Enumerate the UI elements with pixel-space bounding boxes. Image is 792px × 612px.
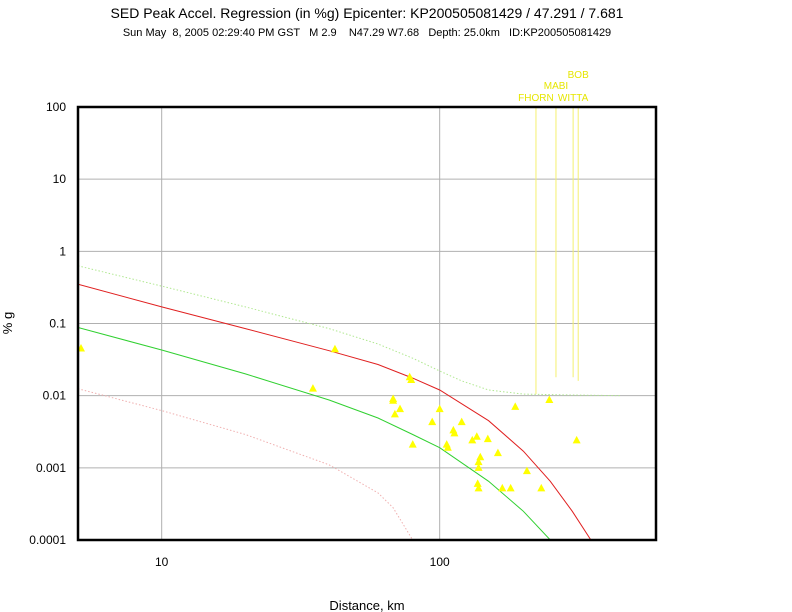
observation-point xyxy=(457,417,466,426)
regression-curves xyxy=(78,265,622,540)
y-tick-labels: 100 10 1 0.1 0.01 0.001 0.0001 xyxy=(29,100,66,547)
regression-line xyxy=(78,388,414,540)
regression-line xyxy=(78,283,592,540)
x-axis-label: Distance, km xyxy=(329,598,404,612)
observation-points xyxy=(77,344,581,492)
grid-lines xyxy=(78,106,656,541)
observation-point xyxy=(407,375,416,383)
y-tick-label: 1 xyxy=(59,244,66,258)
observation-point xyxy=(390,409,399,418)
observation-point xyxy=(545,395,554,404)
observation-point xyxy=(408,440,417,448)
observation-point xyxy=(476,452,485,461)
observation-point xyxy=(472,432,481,440)
observation-point xyxy=(474,483,483,492)
observation-point xyxy=(493,448,502,457)
y-axis-label: % g xyxy=(0,312,15,334)
observation-point xyxy=(330,344,339,353)
observation-point xyxy=(474,457,483,466)
x-tick-label: 100 xyxy=(430,555,450,569)
y-tick-label: 0.01 xyxy=(43,389,67,403)
y-tick-label: 0.001 xyxy=(36,461,66,475)
y-tick-label: 100 xyxy=(46,100,66,114)
x-tick-labels: 10 100 xyxy=(155,555,450,569)
station-label: BOB xyxy=(568,70,589,81)
observation-point xyxy=(435,404,444,413)
plot-frame xyxy=(76,105,658,542)
chart-title: SED Peak Accel. Regression (in %g) Epice… xyxy=(111,5,624,21)
observation-point xyxy=(396,404,405,413)
regression-line xyxy=(78,265,622,397)
observation-point xyxy=(450,428,459,437)
station-label: FHORN xyxy=(518,93,554,104)
observation-point xyxy=(537,483,546,492)
observation-point xyxy=(506,483,515,492)
observation-point xyxy=(428,417,437,426)
observation-point xyxy=(498,483,507,492)
observation-point xyxy=(468,435,477,444)
observation-point xyxy=(473,479,482,487)
observation-point xyxy=(308,384,317,392)
y-tick-label: 0.0001 xyxy=(29,533,66,547)
observation-point xyxy=(389,396,398,404)
observation-point xyxy=(511,402,520,410)
x-tick-label: 10 xyxy=(155,555,169,569)
observation-point xyxy=(483,434,492,443)
observation-point xyxy=(572,435,581,444)
observation-point xyxy=(474,463,483,471)
regression-line xyxy=(78,327,551,540)
station-label: WITTA xyxy=(558,93,589,104)
observation-point xyxy=(522,466,531,475)
observation-point xyxy=(443,443,452,451)
y-tick-label: 0.1 xyxy=(49,317,66,331)
y-tick-label: 10 xyxy=(53,172,67,186)
station-label: MABI xyxy=(544,81,568,92)
chart-subtitle: Sun May 8, 2005 02:29:40 PM GST M 2.9 N4… xyxy=(123,27,611,39)
